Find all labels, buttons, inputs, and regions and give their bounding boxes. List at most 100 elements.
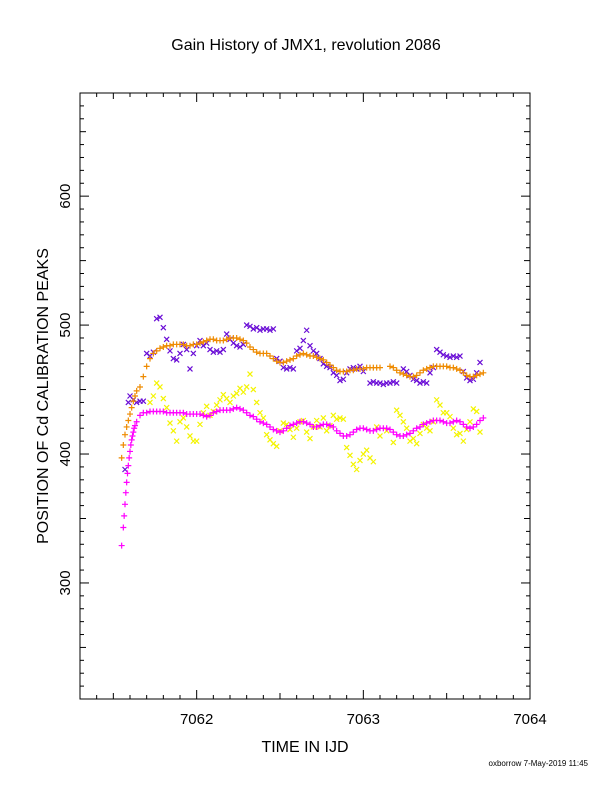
data-point xyxy=(473,408,480,415)
data-point xyxy=(250,413,257,420)
data-point xyxy=(123,423,130,430)
data-point xyxy=(220,346,227,353)
chart-title: Gain History of JMX1, revolution 2086 xyxy=(171,37,441,54)
data-point xyxy=(126,454,133,461)
data-point xyxy=(420,378,427,385)
data-point xyxy=(393,380,400,387)
data-point xyxy=(273,358,280,365)
data-point xyxy=(283,358,290,365)
data-point xyxy=(287,356,293,363)
data-point xyxy=(337,377,343,384)
data-point xyxy=(157,345,163,352)
data-point xyxy=(473,372,480,379)
data-point xyxy=(397,412,403,419)
data-point xyxy=(263,326,270,332)
data-point xyxy=(377,380,383,387)
data-point xyxy=(121,512,128,519)
data-point xyxy=(180,341,187,348)
data-point xyxy=(323,421,330,428)
data-point xyxy=(417,369,423,376)
data-point xyxy=(327,422,333,429)
data-point xyxy=(267,353,273,360)
data-point xyxy=(460,369,467,376)
data-point xyxy=(213,408,220,415)
data-point xyxy=(240,407,247,414)
data-point xyxy=(390,364,397,371)
data-point xyxy=(157,384,163,390)
data-point xyxy=(270,426,277,433)
data-point xyxy=(233,390,240,397)
data-point xyxy=(243,322,250,329)
series-0 xyxy=(122,314,483,473)
data-point xyxy=(387,426,393,433)
data-point xyxy=(440,351,447,358)
data-point xyxy=(167,342,173,349)
data-point xyxy=(287,364,293,371)
data-point xyxy=(183,424,190,430)
data-point xyxy=(129,432,136,439)
data-point xyxy=(132,393,138,399)
data-point xyxy=(240,389,247,396)
data-point xyxy=(463,372,470,379)
data-point xyxy=(283,425,290,432)
data-point xyxy=(303,420,310,427)
data-point xyxy=(403,372,410,379)
data-point xyxy=(197,421,203,428)
plot-frame xyxy=(79,92,531,700)
data-point xyxy=(137,412,143,419)
data-point xyxy=(132,422,138,429)
y-tick-label: 400 xyxy=(57,442,74,467)
data-point xyxy=(353,466,360,473)
data-point xyxy=(137,383,143,390)
data-point xyxy=(173,356,180,363)
data-point xyxy=(203,413,210,420)
data-point xyxy=(233,404,240,411)
data-point xyxy=(123,479,130,486)
data-point xyxy=(377,433,383,439)
data-point xyxy=(243,384,250,390)
data-point xyxy=(140,373,147,380)
data-point xyxy=(393,367,400,374)
data-point xyxy=(122,489,129,496)
data-point xyxy=(447,420,453,427)
data-point xyxy=(477,417,483,424)
data-point xyxy=(187,365,193,372)
data-point xyxy=(180,409,187,416)
data-point xyxy=(213,402,220,408)
data-point xyxy=(230,405,237,412)
data-point xyxy=(293,353,300,360)
data-point xyxy=(250,346,257,353)
data-point xyxy=(410,427,417,434)
data-point xyxy=(390,378,397,385)
data-point xyxy=(427,369,433,376)
data-point xyxy=(480,414,487,421)
data-point xyxy=(143,363,150,370)
data-point xyxy=(122,466,128,473)
data-point xyxy=(253,399,260,406)
data-point xyxy=(125,399,132,406)
data-point xyxy=(122,501,128,508)
data-point xyxy=(263,350,270,357)
data-point xyxy=(320,356,327,363)
data-point xyxy=(360,425,367,432)
data-point xyxy=(203,403,210,410)
data-point xyxy=(143,409,150,416)
data-point xyxy=(303,327,310,334)
data-point xyxy=(453,431,460,438)
data-point xyxy=(233,334,240,341)
data-point xyxy=(330,364,337,371)
data-point xyxy=(153,315,160,322)
data-point xyxy=(147,355,153,362)
data-point xyxy=(167,347,173,354)
data-point xyxy=(293,420,300,427)
data-point xyxy=(393,407,400,414)
data-point xyxy=(300,350,307,357)
data-point xyxy=(450,364,457,371)
data-point xyxy=(350,367,357,374)
series-3 xyxy=(118,404,487,549)
data-point xyxy=(290,421,297,428)
data-point xyxy=(420,421,427,428)
data-point xyxy=(457,353,463,359)
data-point xyxy=(160,344,167,351)
